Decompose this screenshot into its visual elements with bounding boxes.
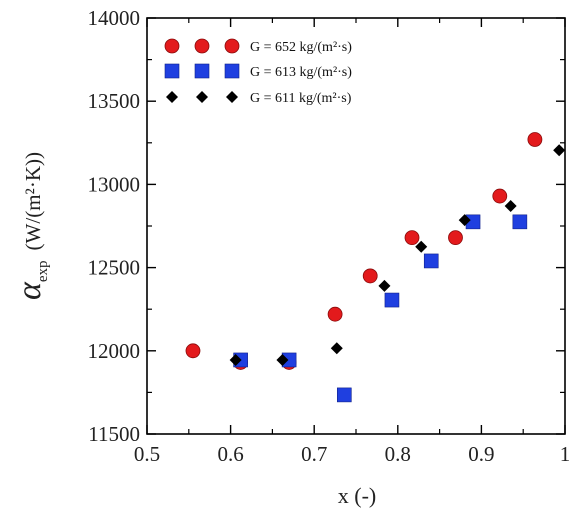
data-point-diamond xyxy=(330,342,343,355)
legend: G = 652 kg/(m²·s) G = 613 kg/(m²·s) G = 61… xyxy=(164,38,352,106)
data-point-square xyxy=(512,214,528,230)
x-tick-label: 0.9 xyxy=(468,442,494,466)
x-axis-label: x (-) xyxy=(338,483,376,508)
data-point-diamond xyxy=(378,279,391,292)
y-ticks: 11500 12000 12500 13000 13500 14000 xyxy=(88,6,565,446)
y-axis-symbol: α xyxy=(11,281,48,300)
x-tick-label: 0.8 xyxy=(385,442,411,466)
x-tick-label: 1 xyxy=(560,442,570,466)
legend-marker-square xyxy=(224,63,240,79)
data-point-square xyxy=(384,292,400,308)
data-point-circle xyxy=(362,268,378,284)
data-point-circle xyxy=(492,188,508,204)
y-tick-label: 14000 xyxy=(88,6,141,30)
legend-marker-square xyxy=(164,63,180,79)
data-point-diamond xyxy=(504,200,517,213)
data-point-diamond xyxy=(229,353,242,366)
data-point-diamond xyxy=(276,353,289,366)
legend-marker-diamond xyxy=(196,91,208,103)
y-tick-label: 12500 xyxy=(88,256,141,280)
y-tick-label: 11500 xyxy=(88,422,140,446)
data-point-square xyxy=(336,387,352,403)
data-point-diamond xyxy=(415,240,428,253)
legend-label: G = 613 kg/(m²·s) xyxy=(250,65,352,80)
data-point-diamond xyxy=(553,144,566,157)
legend-marker-square xyxy=(194,63,210,79)
x-tick-label: 0.7 xyxy=(301,442,327,466)
legend-marker-circle xyxy=(224,38,240,54)
data-point-square xyxy=(423,253,439,269)
data-point-circle xyxy=(448,230,463,246)
data-point-circle xyxy=(327,306,343,322)
data-point-circle xyxy=(185,343,201,359)
y-axis-label-text: αexp (W/(m²·K)) xyxy=(11,152,51,300)
y-axis-unit: (W/(m²·K)) xyxy=(21,152,45,250)
legend-marker-circle xyxy=(164,38,180,54)
data-point-circle xyxy=(404,230,420,246)
y-axis-subscript: exp xyxy=(35,260,51,282)
legend-marker-diamond xyxy=(166,91,178,103)
legend-marker-diamond xyxy=(226,91,238,103)
legend-marker-circle xyxy=(194,38,210,54)
x-tick-label: 0.5 xyxy=(134,442,160,466)
y-tick-label: 13000 xyxy=(88,172,141,196)
y-tick-label: 12000 xyxy=(88,339,141,363)
data-points xyxy=(185,132,566,403)
data-point-circle xyxy=(527,132,543,147)
x-ticks: 0.5 0.6 0.7 0.8 0.9 1 xyxy=(134,18,570,466)
y-tick-label: 13500 xyxy=(88,89,141,113)
data-point-diamond xyxy=(458,214,471,227)
x-tick-label: 0.6 xyxy=(217,442,243,466)
legend-label: G = 652 kg/(m²·s) xyxy=(250,40,352,55)
y-axis-label: αexp (W/(m²·K)) xyxy=(11,152,51,300)
legend-label: G = 611 kg/(m²·s) xyxy=(250,91,352,106)
